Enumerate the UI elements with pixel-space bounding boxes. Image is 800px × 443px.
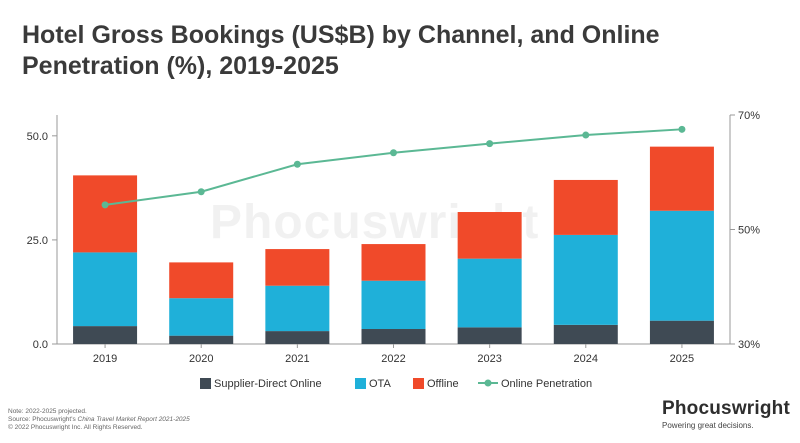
legend-label: OTA (369, 378, 391, 390)
bar-offline (169, 262, 234, 299)
bar-ota (265, 285, 330, 332)
legend-marker (484, 379, 492, 387)
bar-ota (73, 252, 138, 327)
bar-supplier-direct-online (73, 326, 138, 344)
x-tick-label: 2023 (477, 353, 501, 365)
x-tick-label: 2020 (189, 353, 213, 365)
bar-offline (649, 146, 714, 211)
source-title: China Travel Market Report 2021-2025 (77, 416, 190, 423)
point-online-penetration (678, 125, 686, 133)
point-online-penetration (582, 131, 590, 139)
y-left-tick-label: 50.0 (27, 131, 48, 143)
bar-supplier-direct-online (553, 324, 618, 344)
point-online-penetration (197, 188, 205, 196)
footer-notes: Note: 2022-2025 projected. Source: Phocu… (8, 408, 190, 432)
point-online-penetration (293, 160, 301, 168)
point-online-penetration (390, 149, 397, 157)
bar-supplier-direct-online (169, 335, 234, 344)
bar-offline (553, 179, 618, 235)
bar-ota (553, 234, 618, 325)
footer-copyright: © 2022 Phocuswright Inc. All Rights Rese… (8, 424, 143, 431)
x-tick-label: 2022 (381, 353, 405, 365)
legend-label: Supplier-Direct Online (214, 378, 322, 390)
legend-label: Offline (427, 378, 459, 390)
point-online-penetration (101, 201, 109, 209)
x-tick-label: 2024 (574, 353, 598, 365)
brand-logo: Phocuswright Powering great decisions. (662, 398, 790, 430)
brand-tagline: Powering great decisions. (662, 421, 754, 430)
footer-source: Source: Phocuswright's China Travel Mark… (8, 416, 190, 424)
x-tick-label: 2021 (285, 353, 309, 365)
legend-swatch (413, 378, 424, 389)
chart-title: Hotel Gross Bookings (US$B) by Channel, … (22, 21, 660, 80)
bar-supplier-direct-online (649, 320, 714, 344)
y-right-tick-label: 70% (738, 110, 760, 122)
y-left-tick-label: 25.0 (27, 235, 48, 247)
bar-offline (361, 244, 426, 281)
y-right-tick-label: 50% (738, 225, 760, 237)
bar-ota (649, 210, 714, 321)
legend-label: Online Penetration (501, 378, 592, 390)
point-online-penetration (486, 140, 494, 148)
bar-ota (361, 280, 426, 330)
footer-note: Note: 2022-2025 projected. (8, 408, 87, 415)
bar-offline (265, 249, 330, 286)
bar-ota (457, 258, 522, 328)
bar-supplier-direct-online (457, 327, 522, 344)
brand-name: Phocuswright (662, 398, 791, 419)
y-right-tick-label: 30% (738, 339, 760, 351)
bar-offline (73, 175, 138, 253)
source-prefix: Source: Phocuswright's (8, 416, 78, 423)
bar-ota (169, 298, 234, 336)
x-tick-label: 2019 (93, 353, 117, 365)
bar-supplier-direct-online (265, 331, 330, 344)
y-left-tick-label: 0.0 (33, 339, 48, 351)
bar-supplier-direct-online (361, 329, 426, 344)
bar-offline (457, 212, 522, 259)
legend-swatch (355, 378, 366, 389)
legend-swatch (200, 378, 211, 389)
x-tick-label: 2025 (670, 353, 694, 365)
